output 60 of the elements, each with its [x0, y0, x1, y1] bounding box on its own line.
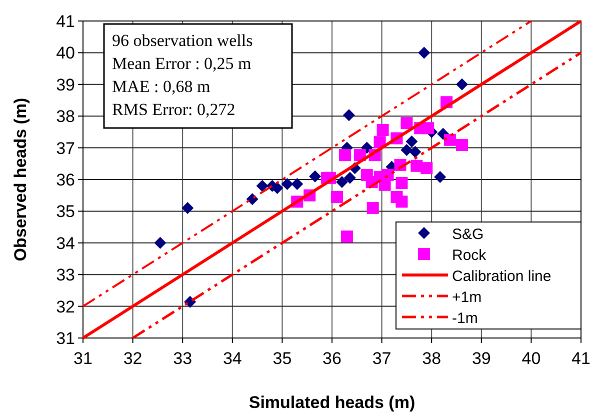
x-tick-label: 40	[522, 349, 541, 368]
point	[366, 202, 379, 214]
point	[291, 178, 304, 190]
y-tick-label: 34	[56, 234, 75, 253]
x-tick-label: 38	[422, 349, 442, 368]
annotation: 96 observation wells	[112, 31, 253, 50]
point	[434, 170, 446, 183]
point	[400, 144, 413, 156]
y-tick-label: 32	[56, 297, 75, 316]
y-axis-title: Observed heads (m)	[11, 98, 30, 262]
point	[309, 170, 322, 182]
point	[281, 178, 294, 190]
annotation: Mean Error : 0,25 m	[112, 54, 252, 73]
annotation: RMS Error: 0,272	[112, 100, 236, 119]
x-tick-label: 33	[173, 349, 192, 368]
x-tick-label: 32	[123, 349, 142, 368]
point	[418, 46, 430, 59]
point	[456, 78, 468, 90]
y-tick-label: 31	[56, 329, 75, 348]
y-tick-label: 36	[56, 170, 75, 190]
point	[182, 202, 194, 214]
y-tick-label: 35	[56, 202, 75, 222]
y-tick-label: 39	[56, 75, 75, 94]
point	[456, 138, 468, 151]
legend-label: Calibration line	[452, 268, 552, 285]
x-tick-label: 35	[272, 349, 292, 368]
point	[444, 134, 456, 146]
x-axis-title: Simulated heads (m)	[248, 393, 416, 412]
point	[420, 162, 433, 174]
x-tick-label: 41	[572, 349, 590, 368]
point	[154, 236, 166, 249]
y-tick-label: 40	[56, 44, 75, 63]
point	[376, 124, 389, 136]
legend-label: S&G	[452, 226, 484, 243]
y-tick-label: 33	[56, 266, 75, 285]
y-tick-label: 41	[56, 12, 75, 31]
point	[400, 117, 413, 130]
point	[340, 230, 353, 243]
legend-label: Rock	[452, 247, 487, 264]
point	[422, 122, 434, 134]
x-tick-label: 39	[472, 349, 491, 368]
x-tick-label: 36	[322, 349, 342, 368]
legend-label: +1m	[452, 289, 482, 306]
point	[336, 176, 348, 188]
point	[338, 149, 351, 162]
point	[344, 172, 356, 184]
x-tick-label: 31	[74, 349, 92, 368]
legend-label: -1m	[452, 310, 478, 327]
x-tick-label: 34	[222, 349, 242, 368]
point	[330, 190, 343, 203]
y-tick-label: 38	[56, 107, 75, 126]
point	[396, 176, 408, 189]
point	[409, 146, 422, 158]
y-tick-label: 37	[56, 138, 75, 158]
x-tick-label: 37	[372, 349, 392, 368]
point	[256, 180, 268, 192]
point	[342, 109, 355, 122]
point	[396, 196, 408, 208]
point	[406, 135, 418, 148]
annotation: MAE : 0,68 m	[112, 77, 210, 96]
